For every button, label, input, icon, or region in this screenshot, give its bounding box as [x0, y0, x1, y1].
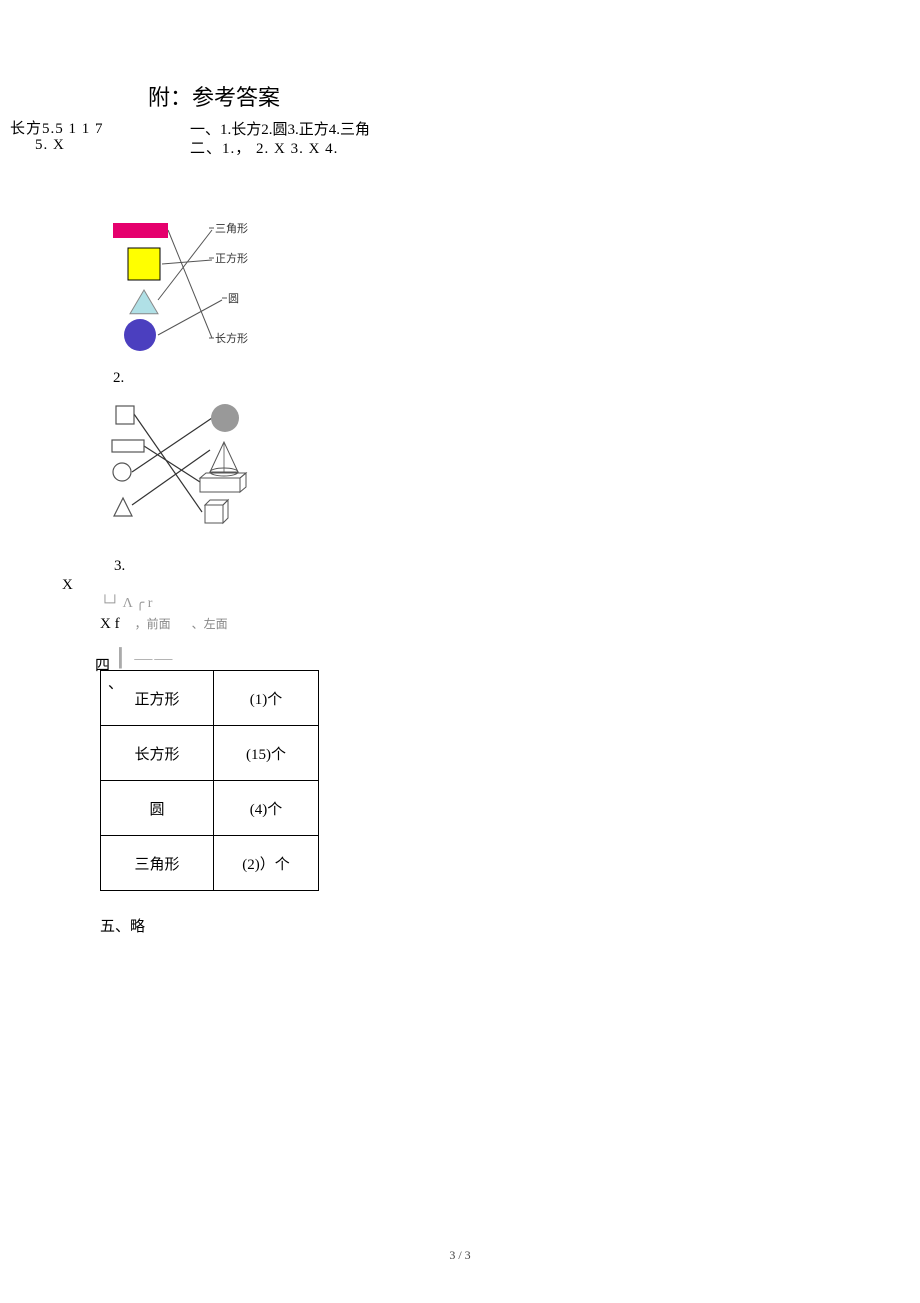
label-2: 2. [113, 370, 124, 387]
label-3: 3. [114, 558, 125, 575]
table-row: 三角形 (2)）个 [101, 836, 319, 891]
svg-text:正方形: 正方形 [215, 251, 248, 265]
table-row: 圆 (4)个 [101, 781, 319, 836]
matching-diagram-1: 三角形正方形圆长方形 [110, 220, 270, 360]
cell-name: 三角形 [101, 836, 214, 891]
label-wu: 五、略 [100, 915, 145, 936]
page-title: 附：参考答案 [148, 80, 280, 112]
scribble-xf: X f [100, 616, 120, 632]
si-dash: ┃ —— [115, 648, 174, 669]
cell-count: (15)个 [214, 726, 319, 781]
scribble-symbols: └┘ Λ ╭ r [100, 595, 152, 612]
cell-count: (2)）个 [214, 836, 319, 891]
svg-text:长方形: 长方形 [215, 331, 248, 345]
cell-name: 圆 [101, 781, 214, 836]
scribble-left: 、左面 [192, 617, 228, 631]
header-left-1: 长方5.5 1 1 7 [10, 117, 104, 138]
table-row: 长方形 (15)个 [101, 726, 319, 781]
svg-text:三角形: 三角形 [215, 222, 248, 235]
header-right-1: 一、1.长方2.圆3.正方4.三角 [190, 118, 370, 139]
answer-table: 正方形 (1)个 长方形 (15)个 圆 (4)个 三角形 (2)）个 [100, 670, 319, 891]
table-row: 正方形 (1)个 [101, 671, 319, 726]
page-number: 3 / 3 [0, 1248, 920, 1263]
scribble-labels: X f ，前面 、左面 [100, 615, 228, 633]
header-left-2: 5. X [35, 137, 65, 154]
svg-text:圆: 圆 [228, 292, 239, 305]
label-x: X [62, 577, 73, 594]
cell-name: 正方形 [101, 671, 214, 726]
cell-name: 长方形 [101, 726, 214, 781]
scribble-top: └┘ Λ ╭ r [100, 596, 152, 611]
matching-diagram-2 [110, 400, 255, 530]
scribble-front: ，前面 [135, 617, 171, 631]
header-right-2: 二、1.， 2. X 3. X 4. [190, 137, 338, 158]
cell-count: (1)个 [214, 671, 319, 726]
cell-count: (4)个 [214, 781, 319, 836]
